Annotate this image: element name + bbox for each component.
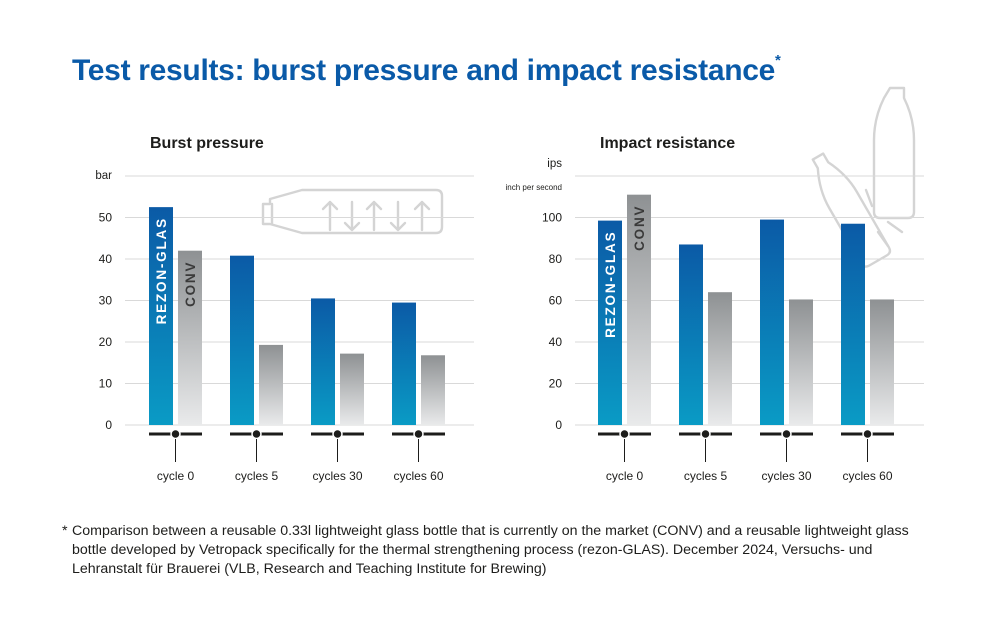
title-footnote-mark: * bbox=[775, 52, 781, 69]
chart-title: Burst pressure bbox=[150, 135, 264, 152]
category-marker-dot bbox=[781, 428, 792, 440]
bar-rezon-glas bbox=[149, 207, 173, 425]
y-tick-label: 0 bbox=[555, 418, 562, 432]
footnote-text: Comparison between a reusable 0.33l ligh… bbox=[72, 523, 909, 577]
series-label-rezon-glas: REZON-GLAS bbox=[603, 231, 618, 338]
category-marker-dot bbox=[413, 428, 424, 440]
bar-conv bbox=[259, 344, 283, 425]
bar-conv bbox=[178, 250, 202, 425]
chart-title: Impact resistance bbox=[600, 135, 735, 152]
x-tick-label: cycle 0 bbox=[606, 469, 644, 483]
bar-rezon-glas bbox=[311, 298, 335, 425]
x-tick-label: cycles 5 bbox=[235, 469, 279, 483]
category-marker-dot bbox=[251, 428, 262, 440]
impact-resistance-chart: Impact resistance ips inch per second 0 20 40… bbox=[506, 135, 924, 483]
bar-conv bbox=[421, 355, 445, 425]
bar-rezon-glas bbox=[841, 223, 865, 425]
bar-conv bbox=[708, 292, 732, 425]
category-marker-dot bbox=[170, 428, 181, 440]
y-tick-label: 20 bbox=[99, 335, 113, 349]
footnote-mark: * bbox=[62, 523, 68, 539]
y-tick-label: 30 bbox=[99, 294, 113, 308]
bar-rezon-glas bbox=[392, 302, 416, 425]
x-tick-label: cycles 30 bbox=[761, 469, 811, 483]
bar-rezon-glas bbox=[760, 219, 784, 425]
x-tick-label: cycles 60 bbox=[393, 469, 443, 483]
y-tick-label: 0 bbox=[105, 418, 112, 432]
category-marker-dot bbox=[700, 428, 711, 440]
bottle-pressure-arrows-icon bbox=[261, 188, 444, 235]
bar-conv bbox=[870, 299, 894, 425]
bar-conv bbox=[340, 353, 364, 425]
bar-conv bbox=[627, 194, 651, 425]
page-title-text: Test results: burst pressure and impact … bbox=[72, 54, 776, 87]
y-tick-label: 10 bbox=[99, 377, 113, 391]
y-tick-label: 100 bbox=[542, 211, 562, 225]
x-tick-label: cycles 30 bbox=[312, 469, 362, 483]
category-marker-dot bbox=[332, 428, 343, 440]
burst-pressure-chart: Burst pressure bar 0 10 20 30 40 50 REZON-GLAS CO… bbox=[95, 135, 474, 483]
y-tick-label: 20 bbox=[549, 377, 563, 391]
footnote: * Comparison between a reusable 0.33l lig… bbox=[62, 522, 942, 579]
x-tick-label: cycles 5 bbox=[684, 469, 728, 483]
x-tick-label: cycle 0 bbox=[157, 469, 195, 483]
series-label-rezon-glas: REZON-GLAS bbox=[154, 217, 169, 324]
series-label-conv: CONV bbox=[632, 205, 647, 251]
y-axis-unit: ips bbox=[547, 158, 562, 170]
y-tick-label: 40 bbox=[99, 252, 113, 266]
y-axis-unit-sub: inch per second bbox=[506, 183, 562, 192]
y-tick-label: 50 bbox=[99, 211, 113, 225]
category-marker-dot bbox=[862, 428, 873, 440]
category-marker-dot bbox=[619, 428, 630, 440]
page-title: Test results: burst pressure and impact … bbox=[72, 52, 781, 88]
y-tick-label: 60 bbox=[549, 294, 563, 308]
bar-conv bbox=[789, 299, 813, 425]
bar-rezon-glas bbox=[598, 220, 622, 425]
y-axis-unit: bar bbox=[95, 170, 112, 182]
y-tick-label: 40 bbox=[549, 335, 563, 349]
x-tick-label: cycles 60 bbox=[842, 469, 892, 483]
series-label-conv: CONV bbox=[183, 261, 198, 307]
bar-rezon-glas bbox=[679, 244, 703, 425]
bar-rezon-glas bbox=[230, 255, 254, 425]
y-tick-label: 80 bbox=[549, 252, 563, 266]
